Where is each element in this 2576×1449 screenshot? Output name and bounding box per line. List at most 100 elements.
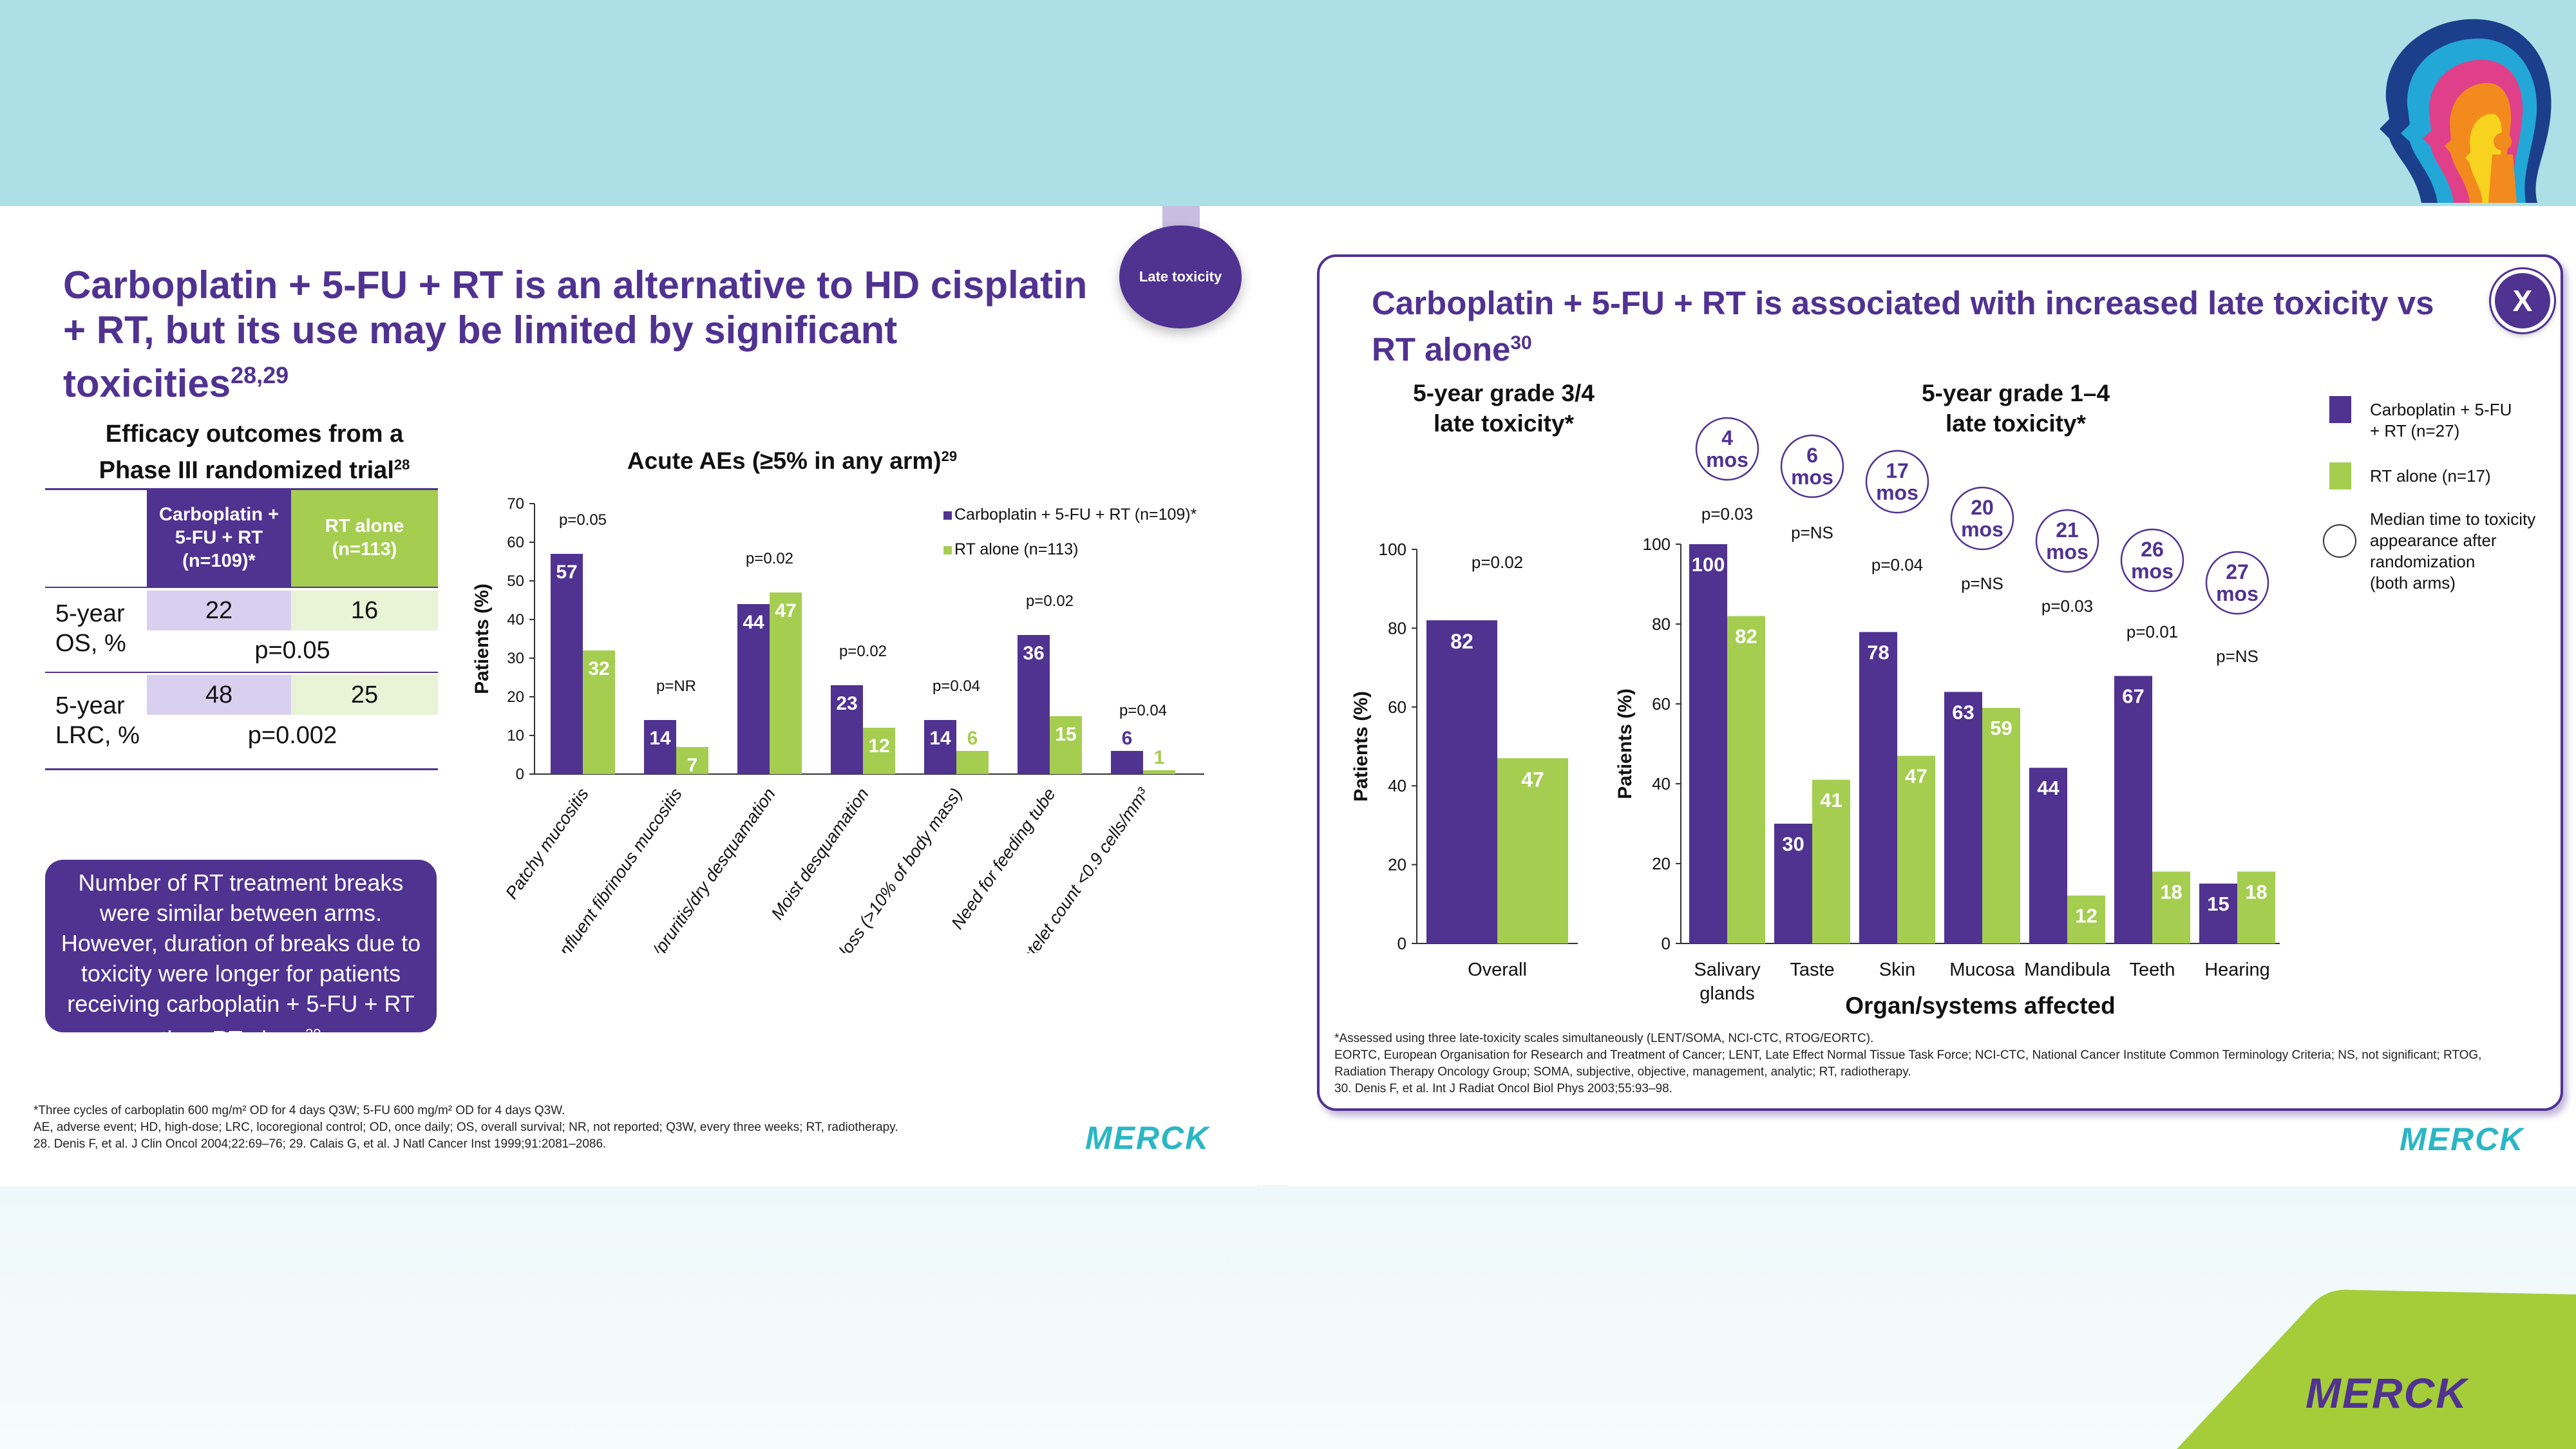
left-title-line1: Carboplatin + 5-FU + RT is an alternativ… xyxy=(63,263,1088,307)
median-time-unit: mos xyxy=(1961,518,2003,541)
organ-bar xyxy=(1774,824,1812,943)
organ-data-label: 78 xyxy=(1867,641,1889,663)
col-header-rt-line1: RT alone xyxy=(325,516,404,536)
organ-pvalue: p=NS xyxy=(2216,647,2259,666)
organ-category-label: Taste xyxy=(1790,960,1834,980)
median-time-bubble xyxy=(1950,486,2014,551)
median-time-value: 26 xyxy=(2141,538,2164,561)
median-time-unit: mos xyxy=(2131,560,2174,583)
organ-bar xyxy=(1982,708,2020,943)
legend-rt: RT alone (n=17) xyxy=(2370,466,2491,486)
ae-y-tick-label: 0 xyxy=(516,766,524,783)
efficacy-heading-sup: 28 xyxy=(393,457,410,473)
efficacy-heading-line2: Phase III randomized trial28 xyxy=(52,450,457,486)
overall-data-label: 47 xyxy=(1521,768,1544,791)
col-header-rt-line2: (n=113) xyxy=(332,539,397,560)
median-time-value: 20 xyxy=(1971,496,1994,519)
overall-y-tick-label: 60 xyxy=(1388,697,1406,717)
left-slide-title: Carboplatin + 5-FU + RT is an alternativ… xyxy=(63,263,1094,406)
ae-data-label: 44 xyxy=(743,612,764,633)
median-time-unit: mos xyxy=(1791,466,1833,489)
overall-y-tick-label: 40 xyxy=(1388,776,1406,795)
legend-swatch-carbo xyxy=(2329,396,2351,423)
ae-legend-carbo: Carboplatin + 5-FU + RT (n=109)* xyxy=(954,506,1197,524)
ae-data-label: 15 xyxy=(1055,724,1076,745)
person-icon xyxy=(2494,133,2512,151)
col-header-carbo-line2: 5-FU + RT xyxy=(175,527,263,548)
organ-bar xyxy=(1689,544,1727,943)
ae-bar xyxy=(1111,751,1143,774)
ae-bar xyxy=(1143,770,1175,774)
left-footnote-2: AE, adverse event; HD, high-dose; LRC, l… xyxy=(33,1121,898,1134)
organ-data-label: 67 xyxy=(2122,685,2144,708)
ae-data-label: 14 xyxy=(649,728,671,749)
overall-chart-title-line2: late toxicity* xyxy=(1434,410,1575,437)
ae-category-label: Weight loss (>10% of body mass) xyxy=(802,784,966,953)
late-toxicity-popup xyxy=(1317,254,2563,1111)
right-footnotes: *Assessed using three late-toxicity scal… xyxy=(1334,1030,2545,1097)
organ-category-label-line2: glands xyxy=(1700,983,1754,1004)
organ-y-tick-label: 0 xyxy=(1662,934,1671,953)
row-lrc-label-line2: LRC, % xyxy=(55,722,140,749)
median-time-value: 4 xyxy=(1721,426,1733,450)
legend-carbo-line2: + RT (n=27) xyxy=(2370,421,2459,440)
ae-y-tick-label: 10 xyxy=(507,727,524,744)
ae-data-label: 14 xyxy=(929,728,951,749)
ae-y-label: Patients (%) xyxy=(471,583,493,694)
legend-bubble-icon xyxy=(2323,524,2356,558)
row-lrc-pvalue: p=0.002 xyxy=(247,722,337,749)
right-title-text: Carboplatin + 5-FU + RT is associated wi… xyxy=(1372,285,2434,368)
bottom-background xyxy=(0,1185,2576,1449)
organ-data-label: 15 xyxy=(2207,893,2229,915)
organ-pvalue: p=0.01 xyxy=(2126,622,2178,641)
ae-y-tick-label: 60 xyxy=(507,534,524,551)
right-slide-title: Carboplatin + 5-FU + RT is associated wi… xyxy=(1372,283,2479,370)
ae-bar xyxy=(956,751,989,774)
left-title-line2: + RT, but its use may be limited by sign… xyxy=(63,308,1094,406)
overall-pvalue: p=0.02 xyxy=(1472,553,1523,572)
median-time-unit: mos xyxy=(1876,481,1918,504)
organ-y-tick-label: 80 xyxy=(1652,614,1671,634)
organ-data-label: 12 xyxy=(2075,905,2097,927)
organ-bar xyxy=(2067,895,2105,943)
median-time-value: 6 xyxy=(1806,444,1818,467)
right-footnote-1: *Assessed using three late-toxicity scal… xyxy=(1334,1032,1874,1045)
right-footnote-3: Radiation Therapy Oncology Group; SOMA, … xyxy=(1334,1065,1911,1079)
ae-legend-swatch-rt xyxy=(943,546,952,554)
col-header-rt: RT alone (n=113) xyxy=(291,490,438,587)
organ-y-tick-label: 40 xyxy=(1652,774,1671,793)
legend-median-line: randomization xyxy=(2370,552,2475,571)
ae-pvalue: p=0.02 xyxy=(839,643,887,660)
ae-bar xyxy=(831,685,863,774)
organ-data-label: 41 xyxy=(1820,789,1842,811)
organ-y-tick-label: 60 xyxy=(1652,694,1671,714)
organ-category-label: Mucosa xyxy=(1949,960,2015,980)
ae-pvalue: p=0.02 xyxy=(1026,592,1074,610)
ae-bar xyxy=(863,728,895,774)
left-footnotes: *Three cycles of carboplatin 600 mg/m² O… xyxy=(33,1103,999,1153)
median-time-bubble xyxy=(2035,509,2099,573)
row-os-pvalue: p=0.05 xyxy=(254,637,330,664)
ae-y-tick-label: 30 xyxy=(507,650,524,667)
table-rule-header xyxy=(45,587,438,588)
organ-pvalue: p=0.03 xyxy=(1701,504,1753,524)
overall-bar xyxy=(1426,620,1497,943)
late-toxicity-tag[interactable]: Late toxicity xyxy=(1119,225,1242,328)
organ-bar xyxy=(2199,884,2237,943)
overall-data-label: 82 xyxy=(1450,630,1473,653)
ae-bar xyxy=(583,650,615,774)
median-time-value: 17 xyxy=(1886,459,1909,482)
organ-bar xyxy=(2152,871,2190,943)
ae-category-label: Moist desquamation xyxy=(768,784,873,923)
organ-pvalue: p=NS xyxy=(1791,523,1833,542)
row-lrc-carbo-cell: 48 xyxy=(147,675,291,715)
overall-y-tick-label: 0 xyxy=(1397,934,1406,953)
rt-breaks-callout: Number of RT treatment breaks were simil… xyxy=(45,860,437,1052)
close-button[interactable]: X xyxy=(2491,269,2554,332)
organ-bar xyxy=(2029,768,2067,943)
legend-carbo-line1: Carboplatin + 5-FU xyxy=(2370,400,2512,419)
organ-x-label: Organ/systems affected xyxy=(1845,992,2116,1019)
rt-breaks-sup: 29 xyxy=(305,1026,321,1042)
ae-bar xyxy=(770,592,802,774)
table-rule-mid xyxy=(45,672,438,673)
